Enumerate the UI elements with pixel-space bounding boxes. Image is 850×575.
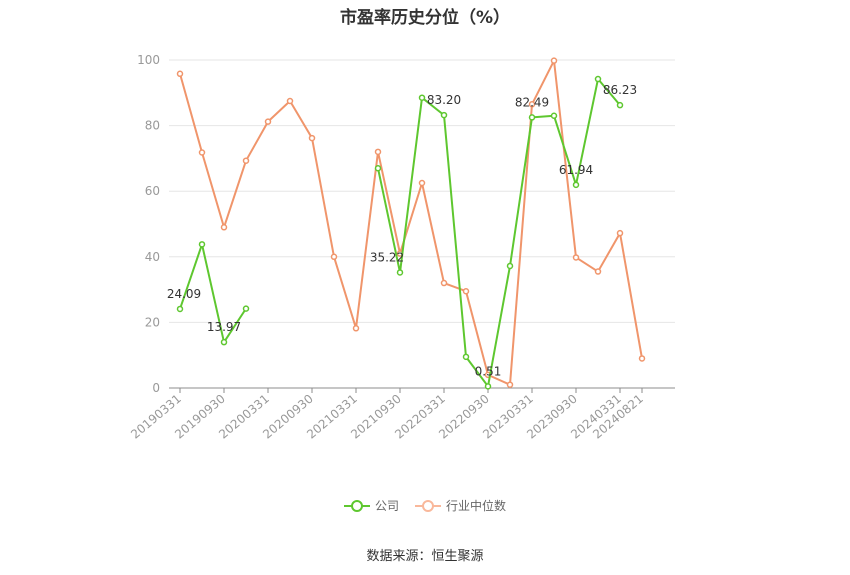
data-point-1 (264, 118, 272, 125)
data-label: 24.09 (167, 287, 201, 301)
data-point-0 (528, 114, 536, 121)
series-line-0 (179, 243, 247, 344)
legend: 公司 行业中位数 (0, 497, 850, 514)
data-point-1 (440, 279, 448, 287)
data-point-1 (616, 229, 624, 237)
data-point-0 (506, 262, 514, 270)
series-line-1 (179, 59, 643, 386)
data-point-0 (198, 241, 206, 248)
data-point-0 (176, 305, 184, 313)
data-point-1 (176, 70, 184, 78)
data-point-1 (352, 325, 360, 332)
source-note: 数据来源：恒生聚源 (366, 549, 484, 564)
data-point-1 (198, 149, 206, 156)
data-label: 0.51 (475, 364, 502, 378)
data-point-0 (616, 101, 624, 109)
data-label: 35.22 (370, 250, 404, 264)
y-tick-label: 20 (145, 315, 160, 329)
legend-company-label: 公司 (374, 499, 399, 513)
legend-industry-label: 行业中位数 (446, 499, 507, 513)
data-point-1 (594, 268, 602, 275)
data-label: 61.94 (559, 163, 593, 177)
data-point-0 (484, 383, 492, 390)
data-point-1 (418, 179, 426, 187)
data-point-1 (462, 287, 470, 295)
data-point-1 (330, 253, 338, 261)
data-label: 86.23 (603, 83, 637, 97)
legend-company-swatch-icon (343, 499, 370, 513)
data-label: 82.49 (515, 95, 549, 109)
data-label: 83.20 (427, 93, 461, 107)
data-point-0 (594, 75, 602, 83)
data-point-1 (572, 254, 580, 261)
data-point-1 (638, 355, 646, 362)
data-point-0 (374, 164, 382, 172)
data-label: 13.97 (207, 320, 241, 334)
y-tick-label: 100 (137, 53, 160, 67)
series-line-0 (377, 78, 621, 388)
data-point-0 (550, 112, 558, 120)
data-point-1 (242, 157, 250, 164)
data-point-0 (572, 181, 580, 189)
y-tick-label: 60 (145, 184, 160, 198)
data-point-0 (418, 94, 426, 101)
data-point-1 (506, 381, 514, 388)
data-point-0 (242, 305, 250, 312)
legend-item-industry[interactable]: 行业中位数 (415, 497, 506, 514)
data-point-0 (396, 269, 404, 276)
legend-item-company[interactable]: 公司 (343, 497, 399, 514)
data-point-1 (220, 224, 228, 231)
data-point-1 (286, 97, 294, 105)
chart-title: 市盈率历史分位（%） (339, 8, 511, 28)
data-point-1 (528, 101, 536, 108)
data-point-0 (220, 338, 228, 346)
data-point-1 (308, 134, 316, 142)
y-tick-label: 80 (145, 119, 160, 133)
data-point-0 (440, 111, 448, 119)
y-tick-label: 0 (152, 381, 160, 395)
legend-industry-swatch-icon (415, 499, 441, 513)
data-point-1 (374, 148, 382, 156)
data-point-0 (462, 353, 470, 361)
data-point-1 (550, 57, 558, 64)
y-tick-label: 40 (145, 250, 160, 264)
